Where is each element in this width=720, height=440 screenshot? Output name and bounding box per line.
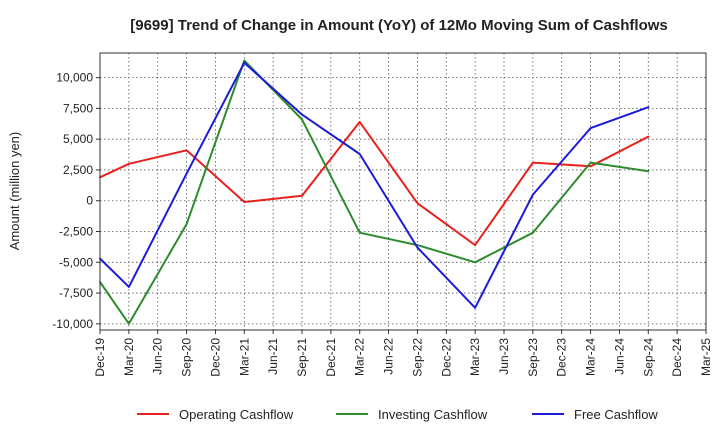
x-tick-label: Dec-24 [670,338,684,377]
x-tick-label: Sep-20 [180,338,194,377]
x-tick-label: Mar-23 [468,338,482,376]
plot-frame [99,52,707,331]
x-tick-label: Mar-20 [122,338,136,376]
x-tick-label: Mar-22 [353,338,367,376]
series-layer [99,59,650,325]
y-tick-label: 7,500 [63,101,93,115]
x-tick-label: Sep-22 [410,338,424,377]
x-tick-label: Sep-24 [641,338,655,377]
y-tick-label: -5,000 [59,255,93,269]
series-line-operating-cashflow [99,120,650,247]
x-tick-label: Dec-21 [324,338,338,377]
x-tick-label: Jun-20 [151,338,165,375]
y-tick-label: -7,500 [59,286,93,300]
chart-title: [9699] Trend of Change in Amount (YoY) o… [130,17,668,34]
x-tick-label: Sep-23 [526,338,540,377]
x-tick-label: Sep-21 [295,338,309,377]
series-line-investing-cashflow [99,59,650,325]
x-tick-label: Mar-25 [699,338,713,376]
x-tick-label: Dec-19 [93,338,107,377]
x-tick-label: Mar-24 [584,338,598,376]
x-tick-label: Jun-22 [382,338,396,375]
x-tick-label: Dec-20 [208,338,222,377]
legend-label-operating-cashflow: Operating Cashflow [179,407,294,422]
legend-label-free-cashflow: Free Cashflow [574,407,658,422]
legend-label-investing-cashflow: Investing Cashflow [378,407,488,422]
x-tick-label: Jun-23 [497,338,511,375]
x-tick-label: Dec-22 [439,338,453,377]
x-tick-label: Jun-21 [266,338,280,375]
y-tick-label: 5,000 [63,132,93,146]
x-tick-label: Dec-23 [555,338,569,377]
y-tick-label: 10,000 [56,71,93,85]
series-line-free-cashflow [99,61,650,309]
x-tick-label: Jun-24 [612,338,626,375]
x-tick-label: Mar-21 [237,338,251,376]
y-tick-label: 2,500 [63,163,93,177]
x-axis-ticks: Dec-19 Mar-20 Jun-20 Sep-20 Dec-20 Mar-21 Jun-… [93,330,713,377]
y-tick-label: 0 [86,194,93,208]
y-axis-ticks: -10,000 -7,500 -5,000 -2,500 0 2,500 5,000 7,50… [52,71,100,331]
grid-lines [99,53,707,330]
y-tick-label: -10,000 [52,317,93,331]
legend: Operating Cashflow Investing Cashflow Free… [137,407,658,422]
y-axis-label: Amount (million yen) [7,132,22,251]
y-tick-label: -2,500 [59,225,93,239]
